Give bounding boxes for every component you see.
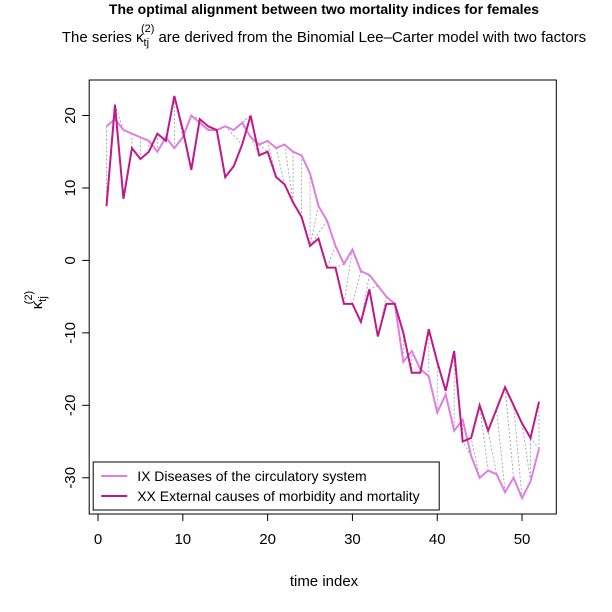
kappa-symbol: κ: [136, 29, 144, 46]
alignment-line: [114, 104, 124, 131]
alignment-line: [241, 115, 251, 124]
alignment-line: [352, 271, 362, 304]
alignment-line: [224, 126, 243, 145]
alignment-line: [326, 245, 336, 268]
alignment-line: [496, 408, 506, 493]
chart-subtitle: The series κtj (2) are derived from the Bi…: [62, 23, 586, 49]
legend-box: [92, 461, 440, 511]
y-tick-label: -10: [62, 322, 79, 344]
kappa-symbol: κ: [29, 301, 46, 309]
chart-title: The optimal alignment between two mortal…: [109, 1, 539, 17]
series-line: [105, 95, 540, 444]
alignment-line: [530, 437, 540, 450]
plot-frame: [88, 79, 557, 515]
kappa-sub: tj: [37, 296, 49, 302]
x-tick-label: 40: [429, 531, 446, 548]
alignment-line: [513, 405, 523, 499]
x-tick-label: 50: [514, 531, 531, 548]
alignment-line: [487, 430, 497, 475]
alignment-line: [309, 205, 319, 247]
alignment-line: [470, 437, 481, 478]
alignment-line: [309, 220, 328, 247]
alignment-line: [369, 285, 379, 290]
y-tick-label: 20: [62, 107, 79, 124]
subtitle-text: The series: [62, 29, 132, 46]
x-tick-label: 10: [174, 531, 191, 548]
series-line: [105, 113, 540, 501]
y-tick-label: 0: [62, 256, 79, 264]
alignment-line: [504, 387, 514, 478]
alignment-line: [335, 263, 345, 269]
alignment-line: [521, 423, 531, 482]
alignment-line: [343, 249, 353, 304]
kappa-sup: (2): [23, 291, 35, 304]
legend-label: XX External causes of morbidity and mort…: [137, 488, 419, 504]
kappa-sub: tj: [144, 37, 150, 49]
y-tick-label: 10: [62, 180, 79, 197]
alignment-line: [258, 144, 268, 153]
alignment-line: [462, 441, 472, 457]
kappa-sup: (2): [141, 23, 154, 35]
alignment-line: [284, 144, 294, 203]
x-tick-label: 0: [94, 531, 102, 548]
y-axis-label: κtj(2): [23, 291, 49, 309]
legend-label: IX Diseases of the circulatory system: [137, 468, 367, 484]
x-axis-label: time index: [290, 573, 359, 590]
subtitle-text: are derived from the Binomial Lee–Carter…: [158, 29, 586, 46]
x-tick-label: 30: [344, 531, 361, 548]
y-tick-label: -20: [62, 394, 79, 416]
alignment-line: [479, 405, 489, 471]
y-tick-label: -30: [62, 467, 79, 489]
x-tick-label: 20: [259, 531, 276, 548]
